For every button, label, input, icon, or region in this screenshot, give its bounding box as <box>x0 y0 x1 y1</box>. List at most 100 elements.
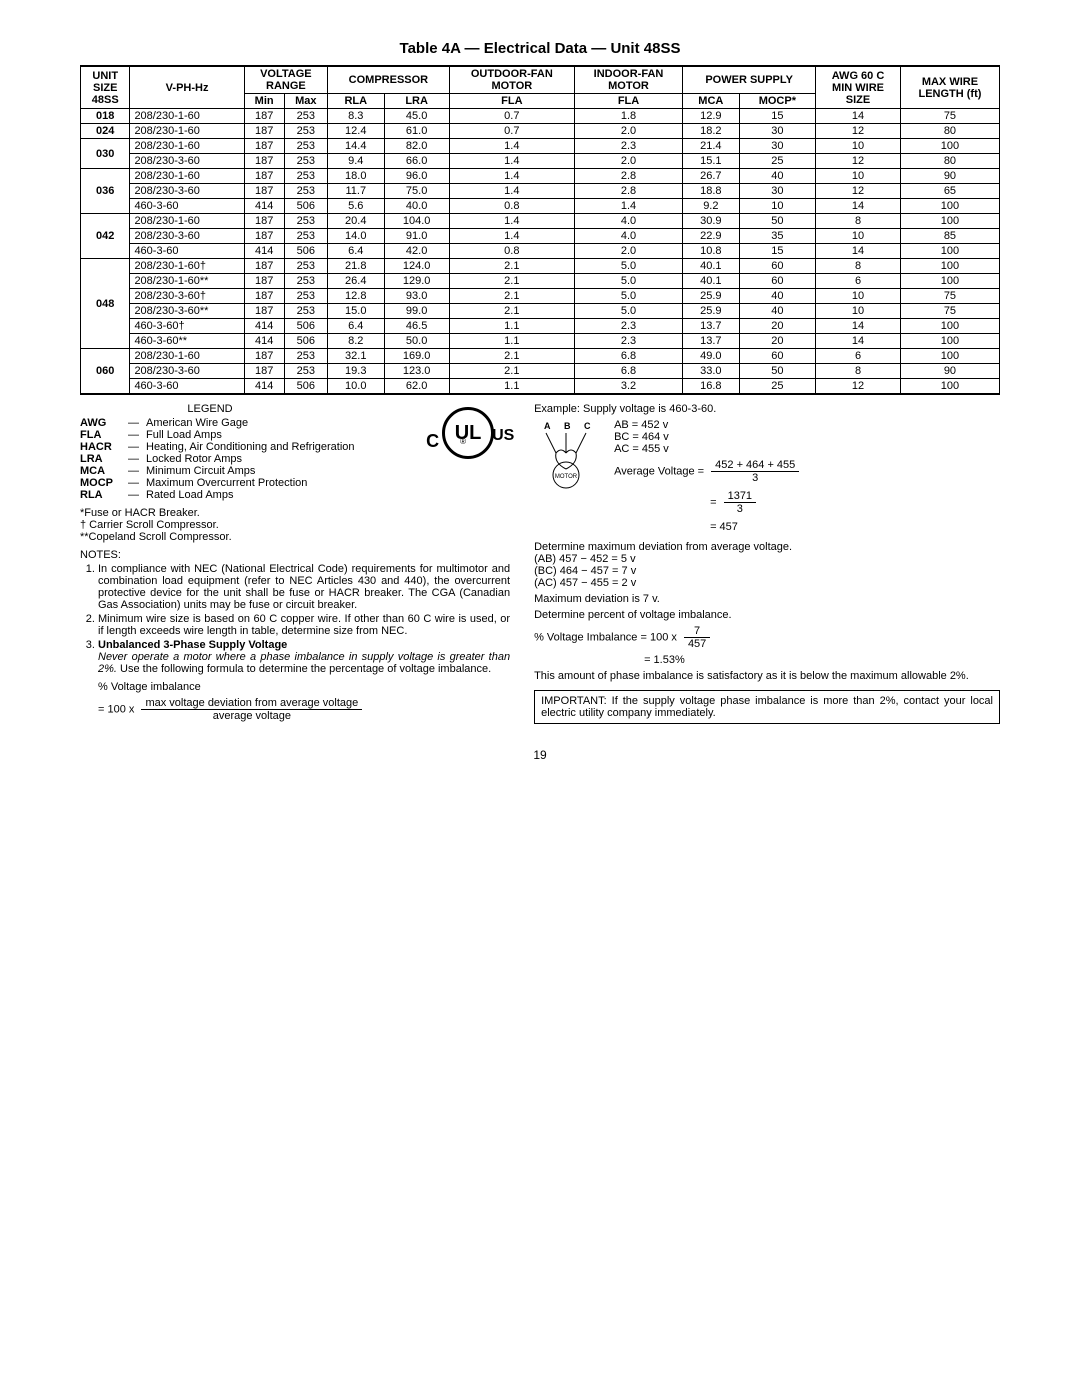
cell-ofla: 1.4 <box>449 184 574 199</box>
note-2: Minimum wire size is based on 60 C coppe… <box>98 613 510 637</box>
cell-min: 187 <box>244 109 284 124</box>
cell-mocp: 30 <box>739 139 816 154</box>
cell-ofla: 1.4 <box>449 139 574 154</box>
cell-max: 506 <box>284 244 327 259</box>
cell-mocp: 40 <box>739 304 816 319</box>
cell-len: 90 <box>900 364 999 379</box>
cell-ofla: 1.4 <box>449 229 574 244</box>
cell-lra: 40.0 <box>384 199 449 214</box>
cell-ifla: 5.0 <box>574 259 682 274</box>
formula-lhs: % Voltage imbalance <box>98 681 510 693</box>
cell-mocp: 35 <box>739 229 816 244</box>
cell-ifla: 5.0 <box>574 304 682 319</box>
cell-max: 506 <box>284 199 327 214</box>
cell-ofla: 1.1 <box>449 319 574 334</box>
cell-max: 506 <box>284 319 327 334</box>
cell-max: 253 <box>284 109 327 124</box>
conclusion: This amount of phase imbalance is satisf… <box>534 670 1000 682</box>
cell-mca: 25.9 <box>683 289 739 304</box>
legend-abbr: LRA <box>80 453 128 465</box>
cell-len: 75 <box>900 304 999 319</box>
cell-awg: 14 <box>816 244 901 259</box>
cell-unit-size: 048 <box>81 259 130 349</box>
ul-logo-icon: C UL ® US <box>420 403 510 463</box>
cell-ofla: 1.4 <box>449 154 574 169</box>
cell-lra: 104.0 <box>384 214 449 229</box>
cell-lra: 50.0 <box>384 334 449 349</box>
hdr-awg: AWG 60 CMIN WIRESIZE <box>816 66 901 109</box>
cell-ofla: 1.4 <box>449 214 574 229</box>
cell-ifla: 2.3 <box>574 319 682 334</box>
cell-min: 187 <box>244 169 284 184</box>
cell-mocp: 40 <box>739 289 816 304</box>
cell-len: 100 <box>900 259 999 274</box>
cell-mocp: 30 <box>739 124 816 139</box>
legend-row: MCA—Minimum Circuit Amps <box>80 465 400 477</box>
cell-ifla: 1.4 <box>574 199 682 214</box>
cell-lra: 124.0 <box>384 259 449 274</box>
cell-min: 187 <box>244 184 284 199</box>
svg-text:B: B <box>564 421 571 431</box>
legend-def: American Wire Gage <box>146 417 400 429</box>
cell-mca: 18.8 <box>683 184 739 199</box>
cell-mca: 10.8 <box>683 244 739 259</box>
legend-abbr: RLA <box>80 489 128 501</box>
cell-len: 85 <box>900 229 999 244</box>
cell-rla: 14.4 <box>328 139 384 154</box>
cell-vphz: 208/230-1-60 <box>130 349 244 364</box>
legend-def: Maximum Overcurrent Protection <box>146 477 400 489</box>
cell-ofla: 2.1 <box>449 364 574 379</box>
cell-min: 187 <box>244 229 284 244</box>
cell-rla: 5.6 <box>328 199 384 214</box>
legend-dash: — <box>128 441 146 453</box>
cell-vphz: 208/230-1-60 <box>130 214 244 229</box>
cell-ofla: 1.4 <box>449 169 574 184</box>
cell-mocp: 30 <box>739 184 816 199</box>
cell-vphz: 460-3-60 <box>130 244 244 259</box>
cell-mocp: 25 <box>739 379 816 395</box>
cell-mca: 40.1 <box>683 274 739 289</box>
cell-min: 187 <box>244 154 284 169</box>
cell-unit-size: 042 <box>81 214 130 259</box>
cell-min: 187 <box>244 214 284 229</box>
cell-rla: 32.1 <box>328 349 384 364</box>
cell-awg: 12 <box>816 379 901 395</box>
cell-min: 414 <box>244 199 284 214</box>
cell-unit-size: 018 <box>81 109 130 124</box>
cell-mca: 33.0 <box>683 364 739 379</box>
cell-rla: 14.0 <box>328 229 384 244</box>
cell-len: 100 <box>900 319 999 334</box>
cell-max: 253 <box>284 169 327 184</box>
cell-ofla: 0.8 <box>449 244 574 259</box>
cell-unit-size: 036 <box>81 169 130 214</box>
cell-max: 506 <box>284 379 327 395</box>
avg-voltage-label: Average Voltage = <box>614 465 704 477</box>
legend-abbr: MCA <box>80 465 128 477</box>
legend-def: Full Load Amps <box>146 429 400 441</box>
cell-ifla: 3.2 <box>574 379 682 395</box>
formula-eq: = 100 x <box>98 703 134 715</box>
cell-min: 187 <box>244 139 284 154</box>
hdr-compressor: COMPRESSOR <box>328 66 450 94</box>
legend-row: FLA—Full Load Amps <box>80 429 400 441</box>
cell-min: 187 <box>244 259 284 274</box>
pct-lhs: % Voltage Imbalance = 100 x <box>534 631 677 643</box>
cell-mocp: 10 <box>739 199 816 214</box>
legend-dash: — <box>128 465 146 477</box>
svg-text:C: C <box>584 421 591 431</box>
cell-awg: 12 <box>816 184 901 199</box>
dev-ab: (AB) 457 − 452 = 5 v <box>534 553 1000 565</box>
cell-rla: 18.0 <box>328 169 384 184</box>
cell-mca: 13.7 <box>683 319 739 334</box>
cell-ifla: 4.0 <box>574 229 682 244</box>
determine-percent: Determine percent of voltage imbalance. <box>534 609 1000 621</box>
cell-max: 253 <box>284 304 327 319</box>
table-title: Table 4A — Electrical Data — Unit 48SS <box>80 40 1000 57</box>
cell-awg: 14 <box>816 109 901 124</box>
avg-den: 3 <box>711 472 799 484</box>
cell-mca: 25.9 <box>683 304 739 319</box>
cell-min: 414 <box>244 319 284 334</box>
motor-diagram-icon: A B C MOTOR <box>534 419 606 499</box>
cell-awg: 10 <box>816 139 901 154</box>
cell-lra: 123.0 <box>384 364 449 379</box>
